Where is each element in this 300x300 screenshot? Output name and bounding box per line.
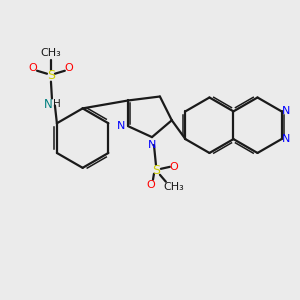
Text: N: N: [282, 134, 291, 144]
Text: O: O: [29, 63, 38, 73]
Text: S: S: [152, 164, 160, 177]
Text: N: N: [117, 121, 125, 131]
Text: CH₃: CH₃: [164, 182, 184, 192]
Text: H: H: [53, 99, 61, 110]
Text: O: O: [169, 162, 178, 172]
Text: O: O: [147, 180, 155, 190]
Text: O: O: [64, 63, 73, 73]
Text: N: N: [148, 140, 156, 150]
Text: CH₃: CH₃: [40, 48, 61, 58]
Text: N: N: [44, 98, 52, 111]
Text: S: S: [47, 69, 55, 82]
Text: N: N: [282, 106, 291, 116]
